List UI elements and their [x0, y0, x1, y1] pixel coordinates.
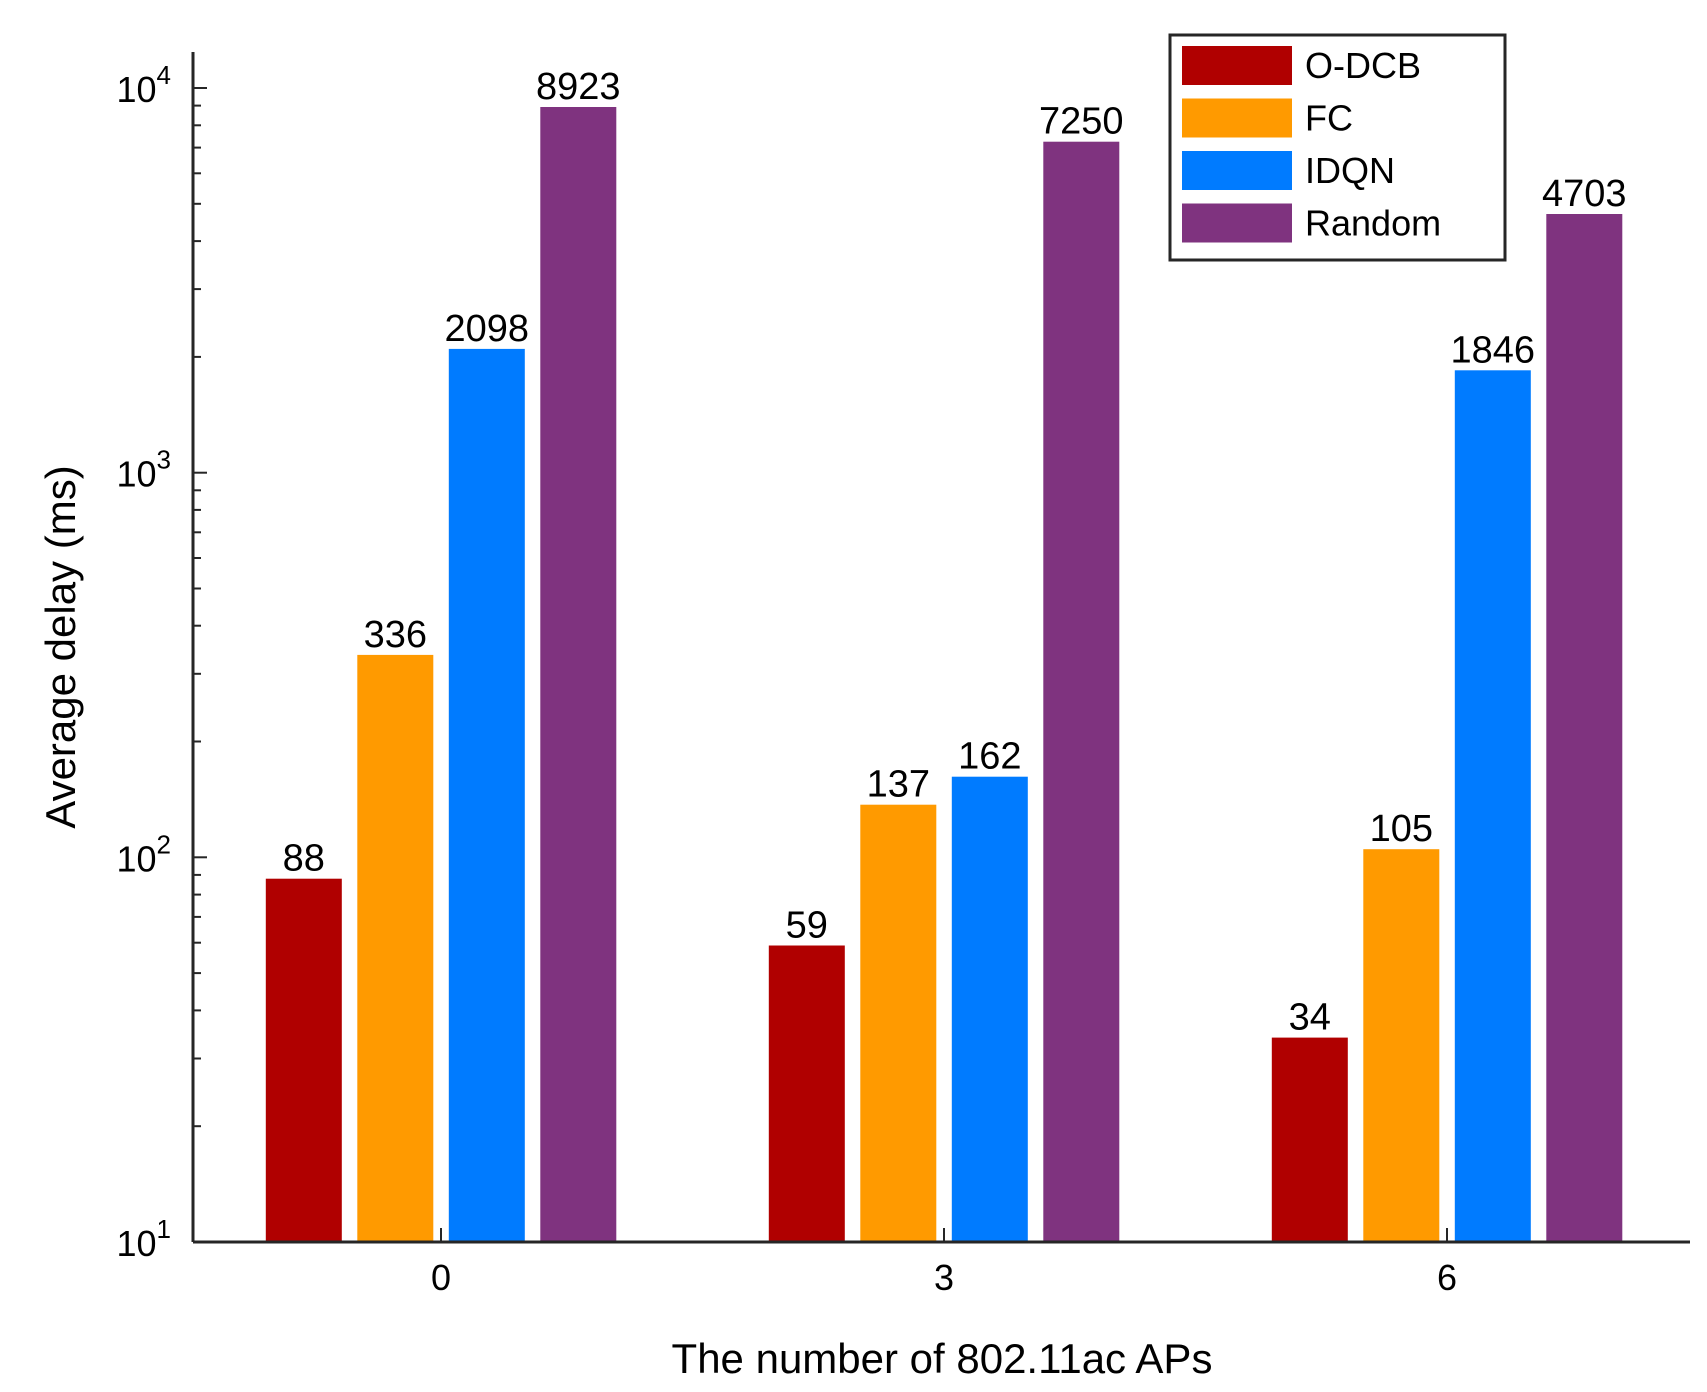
bar-o-dcb-0	[265, 878, 342, 1242]
bar-random-3	[1043, 141, 1120, 1243]
bar-idqn-3	[951, 776, 1028, 1242]
y-tick-label: 104	[116, 60, 171, 110]
y-tick-label: 103	[116, 445, 171, 495]
y-axis-label: Average delay (ms)	[37, 465, 84, 828]
legend-label-o-dcb: O-DCB	[1305, 45, 1421, 86]
legend-swatch-o-dcb	[1182, 46, 1292, 85]
bar-fc-6	[1363, 849, 1440, 1242]
bar-idqn-0	[448, 348, 525, 1242]
bar-value-label: 1846	[1451, 329, 1536, 371]
bar-labels-group: 88 59 34 336 137 105 2098 162 1846 8923 7250 4703	[283, 66, 1627, 1039]
axes-group	[191, 52, 1690, 1244]
y-tick-label: 101	[116, 1214, 171, 1264]
legend-label-random: Random	[1305, 203, 1441, 244]
legend-label-fc: FC	[1305, 98, 1353, 139]
x-axis-label: The number of 802.11ac APs	[672, 1335, 1213, 1382]
bar-value-label: 2098	[445, 308, 530, 350]
legend-swatch-fc	[1182, 98, 1292, 138]
bar-random-6	[1546, 214, 1623, 1242]
bar-fc-0	[357, 654, 434, 1242]
legend-swatch-random	[1182, 203, 1292, 243]
bar-value-label: 34	[1289, 997, 1331, 1039]
x-tick-label: 3	[934, 1257, 954, 1298]
bar-value-label: 137	[867, 764, 930, 806]
x-tick-label: 0	[431, 1257, 451, 1298]
bars-group	[265, 107, 1623, 1243]
y-tick-label: 102	[116, 829, 171, 879]
x-ticks-group: 0 3 6	[431, 1228, 1457, 1298]
bar-value-label: 162	[958, 736, 1021, 778]
bar-o-dcb-6	[1271, 1037, 1348, 1242]
bar-value-label: 59	[786, 905, 828, 947]
legend: O-DCB FC IDQN Random	[1168, 33, 1507, 262]
x-tick-label: 6	[1437, 1257, 1457, 1298]
legend-swatch-idqn	[1182, 151, 1292, 190]
bar-value-label: 336	[364, 614, 427, 656]
bar-value-label: 7250	[1039, 101, 1124, 143]
bar-fc-3	[860, 804, 937, 1242]
bar-value-label: 88	[283, 838, 325, 880]
bar-value-label: 8923	[536, 66, 621, 108]
y-ticks-group: 101 102 103 104	[116, 60, 207, 1264]
bar-idqn-6	[1454, 370, 1531, 1242]
legend-label-idqn: IDQN	[1305, 150, 1395, 191]
bar-random-0	[540, 107, 617, 1242]
bar-value-label: 105	[1370, 808, 1433, 850]
bar-value-label: 4703	[1542, 173, 1627, 215]
bar-o-dcb-3	[768, 945, 845, 1242]
